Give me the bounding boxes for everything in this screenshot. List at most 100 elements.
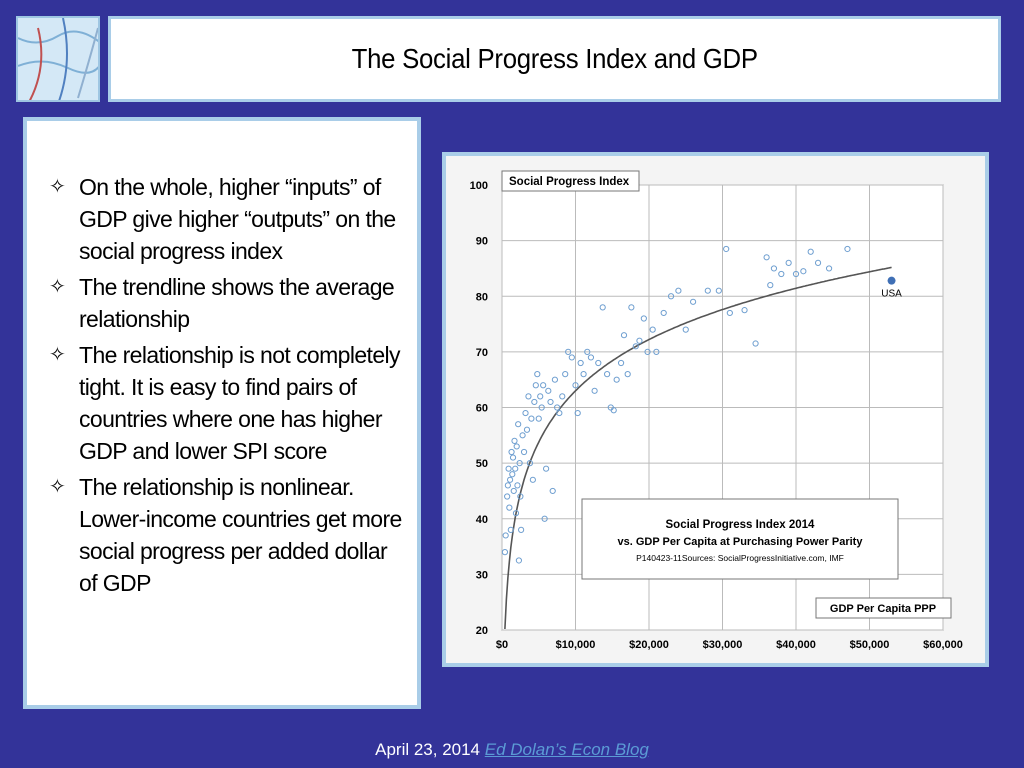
data-point xyxy=(540,382,547,389)
caption-title: Social Progress Index 2014 xyxy=(666,519,816,531)
data-point xyxy=(538,404,545,411)
data-point xyxy=(704,287,711,294)
data-point xyxy=(767,282,774,289)
data-point xyxy=(632,343,639,350)
data-point xyxy=(526,460,534,467)
data-point xyxy=(525,393,532,400)
data-point xyxy=(778,270,785,278)
y-tick-label: 50 xyxy=(476,458,488,470)
data-point xyxy=(551,376,559,383)
data-point xyxy=(543,465,550,472)
data-point xyxy=(577,359,584,367)
scatter-chart: $0 $10,000 $20,000 $30,000 $40,000 $50,000 $60… xyxy=(470,170,963,651)
caption-subtitle: vs. GDP Per Capita at Purchasing Power P… xyxy=(618,536,864,548)
data-point xyxy=(506,476,514,483)
data-point xyxy=(682,326,689,333)
data-point xyxy=(509,454,517,461)
logo-image xyxy=(16,16,100,102)
caption-source: P140423-11Sources: SocialProgressInitiat… xyxy=(636,553,844,563)
bullet-text: The relationship is nonlinear. Lower-inc… xyxy=(79,474,402,596)
usa-highlight: USA xyxy=(881,276,902,300)
data-point xyxy=(531,398,538,406)
data-point xyxy=(532,382,539,389)
data-point xyxy=(502,532,509,539)
y-tick-label: 30 xyxy=(476,569,488,581)
usa-point xyxy=(887,276,896,285)
data-point xyxy=(628,304,635,311)
x-axis-label-box: GDP Per Capita PPP xyxy=(815,597,952,619)
data-point xyxy=(545,387,552,394)
data-point xyxy=(565,348,572,355)
four-point-star-icon: ✧ xyxy=(49,276,66,298)
data-point xyxy=(591,387,598,394)
footer: April 23, 2014 Ed Dolan’s Econ Blog xyxy=(0,740,1024,760)
data-point xyxy=(523,426,531,433)
data-point xyxy=(572,382,579,389)
data-point xyxy=(516,460,523,467)
bullet-item: ✧ On the whole, higher “inputs” of GDP g… xyxy=(49,171,409,267)
title-box: The Social Progress Index and GDP xyxy=(108,16,1001,102)
data-point xyxy=(534,371,541,378)
chart-caption-box: Social Progress Index 2014 vs. GDP Per C… xyxy=(581,498,899,580)
bullet-item: ✧ The trendline shows the average relati… xyxy=(49,271,409,335)
x-tick-label: $20,000 xyxy=(629,639,669,651)
data-point xyxy=(715,287,722,294)
data-point xyxy=(595,359,602,367)
data-point xyxy=(792,270,800,278)
data-point xyxy=(537,393,544,400)
data-point xyxy=(515,421,522,428)
data-point xyxy=(844,245,851,253)
data-point xyxy=(509,471,516,478)
x-tick-label: $40,000 xyxy=(776,639,816,651)
x-tick-label: $10,000 xyxy=(556,639,596,651)
y-tick-label: 80 xyxy=(476,291,488,303)
data-point xyxy=(617,359,625,367)
data-point xyxy=(825,265,833,272)
four-point-star-icon: ✧ xyxy=(49,176,66,198)
data-point xyxy=(604,371,611,378)
data-point xyxy=(520,448,528,456)
data-point xyxy=(613,376,620,383)
data-point xyxy=(610,407,617,414)
bullet-list: ✧ On the whole, higher “inputs” of GDP g… xyxy=(27,121,417,599)
data-point xyxy=(624,371,631,378)
data-points xyxy=(501,245,851,564)
y-axis-label: Social Progress Index xyxy=(509,176,630,188)
data-point xyxy=(511,437,518,444)
data-point xyxy=(541,515,548,522)
x-tick-label: $30,000 xyxy=(703,639,743,651)
data-point xyxy=(504,493,511,500)
data-point xyxy=(653,348,660,355)
four-point-star-icon: ✧ xyxy=(49,344,66,366)
bullet-panel: ✧ On the whole, higher “inputs” of GDP g… xyxy=(23,117,421,709)
data-point xyxy=(549,487,556,495)
blog-link[interactable]: Ed Dolan’s Econ Blog xyxy=(484,740,649,759)
logo-graphic xyxy=(18,18,98,100)
data-point xyxy=(501,549,509,556)
usa-label: USA xyxy=(881,289,902,300)
data-point xyxy=(574,409,581,417)
data-point xyxy=(529,476,536,483)
data-point xyxy=(785,259,792,266)
bullet-text: The relationship is not completely tight… xyxy=(79,342,401,464)
data-point xyxy=(512,510,520,517)
data-point xyxy=(508,448,515,456)
data-point xyxy=(752,340,759,347)
data-point xyxy=(640,315,647,322)
data-point xyxy=(547,398,554,406)
data-point xyxy=(620,332,628,339)
data-point xyxy=(807,248,814,255)
data-point xyxy=(723,245,730,253)
data-point xyxy=(556,409,563,417)
y-tick-label: 100 xyxy=(470,180,488,192)
data-point xyxy=(519,432,526,439)
data-point xyxy=(514,482,521,489)
slide-title: The Social Progress Index and GDP xyxy=(351,43,758,74)
data-point xyxy=(522,409,529,417)
bullet-text: On the whole, higher “inputs” of GDP giv… xyxy=(79,174,396,264)
data-point xyxy=(513,443,520,450)
data-point xyxy=(535,415,542,422)
y-axis-label-box: Social Progress Index xyxy=(501,170,640,192)
data-point xyxy=(690,298,697,305)
footer-date: April 23, 2014 xyxy=(375,740,481,759)
